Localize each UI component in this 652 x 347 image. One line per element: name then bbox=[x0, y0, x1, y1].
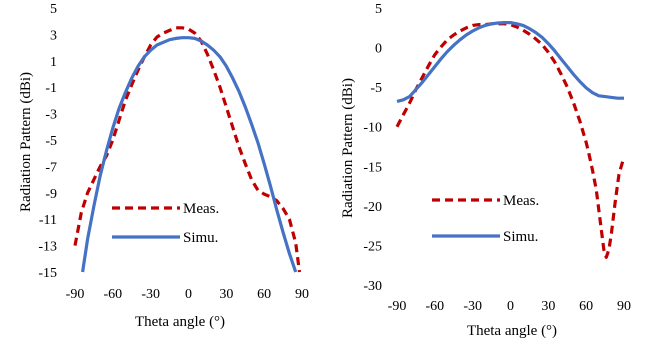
x-tick-label: -30 bbox=[141, 287, 160, 302]
x-tick-label: -30 bbox=[463, 299, 482, 314]
y-tick-label: 5 bbox=[375, 2, 382, 17]
y-tick-label: -15 bbox=[38, 266, 57, 281]
y-tick-label: -25 bbox=[363, 239, 382, 254]
legend-label: Meas. bbox=[503, 193, 539, 209]
x-tick-label: -60 bbox=[425, 299, 444, 314]
y-tick-label: 0 bbox=[375, 42, 382, 57]
y-tick-label: -1 bbox=[45, 81, 57, 96]
x-tick-label: -90 bbox=[66, 287, 85, 302]
legend-label: Meas. bbox=[183, 201, 219, 217]
series-line-simu bbox=[81, 36, 298, 273]
series-line-meas bbox=[395, 22, 626, 259]
y-tick-label: -5 bbox=[45, 134, 57, 149]
x-axis-label: Theta angle (°) bbox=[467, 323, 557, 339]
series-line-meas bbox=[73, 26, 302, 273]
y-tick-label: -7 bbox=[45, 160, 57, 175]
x-tick-label: 60 bbox=[257, 287, 271, 302]
y-tick-label: 1 bbox=[50, 55, 57, 70]
y-tick-label: -30 bbox=[363, 279, 382, 294]
x-tick-label: 30 bbox=[541, 299, 555, 314]
x-tick-label: 0 bbox=[507, 299, 514, 314]
y-tick-label: -11 bbox=[39, 213, 57, 228]
x-axis-label: Theta angle (°) bbox=[135, 314, 225, 330]
legend-label: Simu. bbox=[183, 230, 218, 246]
x-tick-label: -60 bbox=[103, 287, 122, 302]
y-tick-label: -5 bbox=[370, 81, 382, 96]
x-tick-label: 30 bbox=[219, 287, 233, 302]
x-tick-label: -90 bbox=[388, 299, 407, 314]
chart-2: -30 -25 -20 -15 -10 -5 0 5 -90 -60 -30 0 30 60 90 Theta… bbox=[340, 2, 631, 339]
y-tick-label: -10 bbox=[363, 121, 382, 136]
y-tick-label: -15 bbox=[363, 160, 382, 175]
x-tick-label: 90 bbox=[617, 299, 631, 314]
y-tick-label: 3 bbox=[50, 28, 57, 43]
x-tick-label: 60 bbox=[579, 299, 593, 314]
y-tick-label: -13 bbox=[38, 240, 57, 255]
series-line-simu bbox=[396, 21, 624, 103]
x-tick-label: 90 bbox=[295, 287, 309, 302]
y-axis-label: Radiation Pattern (dBi) bbox=[340, 78, 356, 218]
y-tick-label: -20 bbox=[363, 200, 382, 215]
x-tick-label: 0 bbox=[185, 287, 192, 302]
legend-label: Simu. bbox=[503, 229, 538, 245]
y-tick-label: -3 bbox=[45, 108, 57, 123]
y-tick-label: 5 bbox=[50, 2, 57, 17]
y-axis-label: Radiation Pattern (dBi) bbox=[18, 72, 34, 212]
y-tick-label: -9 bbox=[45, 187, 57, 202]
